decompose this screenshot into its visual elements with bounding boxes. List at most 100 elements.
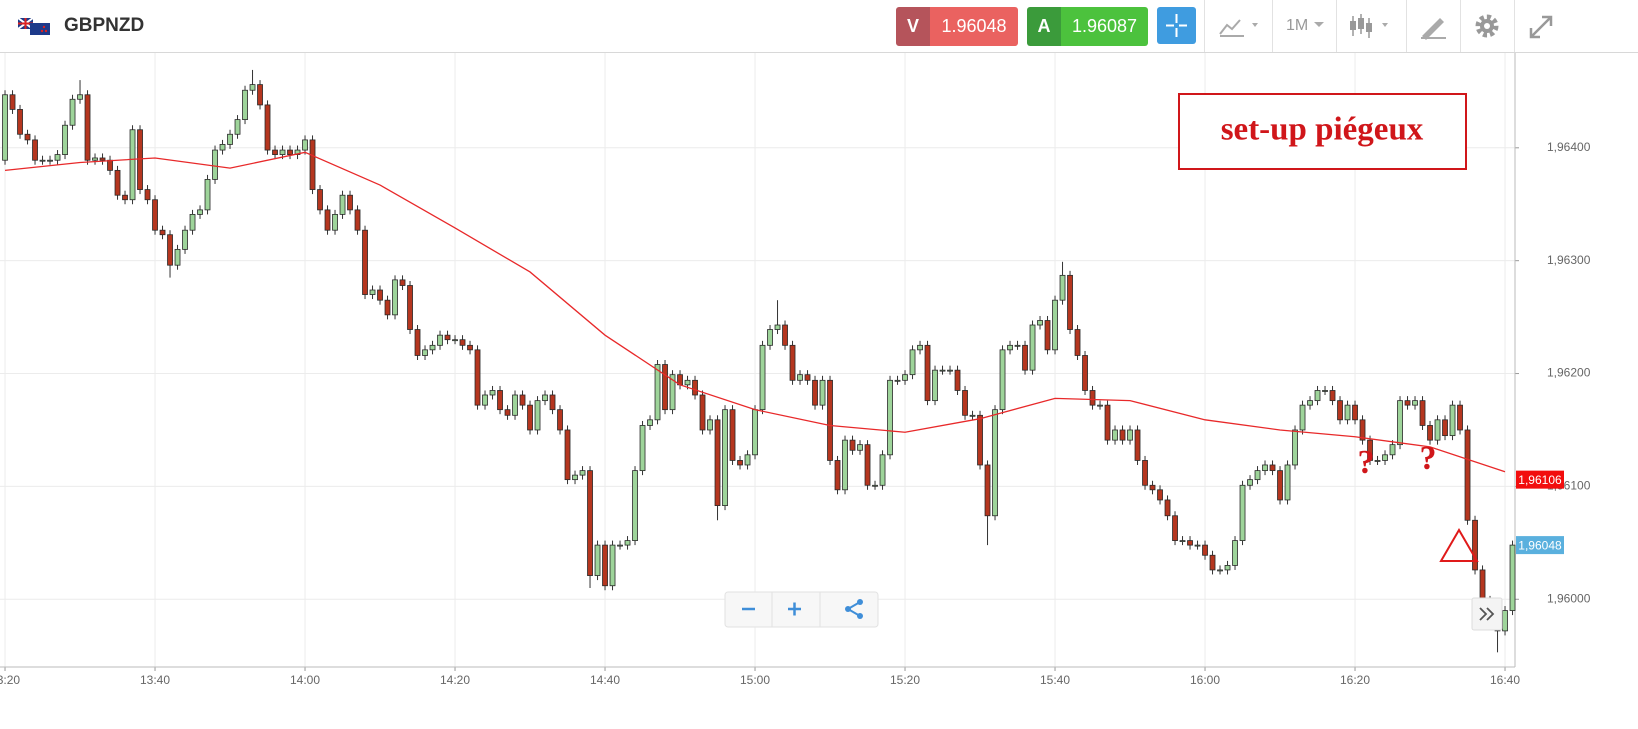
settings-button[interactable] bbox=[1474, 13, 1500, 39]
candle-body bbox=[77, 94, 83, 100]
candle-body bbox=[549, 394, 556, 411]
candle-body bbox=[1112, 429, 1118, 441]
candle-body bbox=[422, 349, 428, 356]
candle-body bbox=[302, 139, 308, 151]
candle-body bbox=[482, 394, 488, 406]
candle-body bbox=[767, 329, 773, 346]
chart-type-button[interactable] bbox=[1348, 12, 1396, 40]
draw-button[interactable] bbox=[1418, 12, 1448, 40]
candle-body bbox=[527, 404, 533, 431]
candle-body bbox=[9, 94, 16, 110]
candle-body bbox=[1442, 419, 1448, 437]
candle-body bbox=[249, 84, 256, 91]
candle-body bbox=[654, 364, 661, 421]
candle-body bbox=[624, 540, 631, 546]
question-mark: ? bbox=[1358, 444, 1375, 481]
candle-body bbox=[152, 199, 158, 231]
separator bbox=[1204, 0, 1205, 52]
candle-body bbox=[189, 214, 196, 231]
x-tick-label: 13:20 bbox=[0, 673, 20, 687]
share-dot bbox=[857, 613, 863, 619]
candle-body bbox=[69, 98, 76, 126]
candle-body bbox=[407, 285, 413, 330]
crosshair-button[interactable] bbox=[1157, 7, 1196, 44]
candle-body bbox=[332, 214, 338, 231]
dropdown-arrow bbox=[1314, 22, 1324, 27]
candle-body bbox=[1419, 400, 1426, 426]
sell-button[interactable]: V 1.96048 bbox=[896, 7, 1018, 46]
candle-body bbox=[737, 460, 743, 466]
candle-body bbox=[909, 349, 916, 376]
candle-body bbox=[879, 454, 886, 486]
candle-body bbox=[497, 390, 503, 411]
candle-body bbox=[669, 374, 676, 411]
candle-body bbox=[1367, 439, 1373, 461]
candle-body bbox=[932, 369, 938, 402]
candle-body bbox=[1427, 425, 1433, 441]
candle-body bbox=[242, 89, 248, 120]
zoom-in-button[interactable] bbox=[788, 602, 801, 616]
candle-body bbox=[519, 394, 526, 406]
candle-body bbox=[377, 289, 383, 301]
candle-body bbox=[1352, 404, 1358, 421]
candle-body bbox=[632, 470, 638, 541]
zoom-panel bbox=[724, 591, 879, 628]
y-tick-label: 1,96200 bbox=[1547, 366, 1591, 380]
candle-body bbox=[309, 139, 316, 190]
x-tick-label: 15:20 bbox=[890, 673, 920, 687]
candle-body bbox=[1179, 540, 1186, 542]
candle-body bbox=[1262, 464, 1268, 472]
x-tick-label: 14:40 bbox=[590, 673, 620, 687]
candle-body bbox=[744, 454, 751, 466]
candle-body bbox=[662, 364, 668, 411]
chevrons-icon bbox=[1479, 607, 1495, 621]
candle-body bbox=[594, 544, 601, 576]
candle-body bbox=[804, 374, 811, 381]
separator bbox=[1272, 0, 1273, 52]
share-button[interactable] bbox=[845, 599, 863, 619]
candle-body bbox=[1344, 404, 1351, 421]
candle-body bbox=[362, 229, 368, 295]
buy-button[interactable]: A 1.96087 bbox=[1027, 7, 1148, 46]
moving-average-line bbox=[4, 151, 1506, 473]
candle-body bbox=[1127, 429, 1133, 441]
x-tick-label: 13:40 bbox=[140, 673, 170, 687]
plus-icon bbox=[788, 602, 801, 616]
candle-body bbox=[639, 425, 646, 472]
candle-body bbox=[32, 139, 38, 161]
candle-body bbox=[587, 470, 593, 576]
candle-body bbox=[1022, 344, 1028, 371]
candle-body bbox=[1292, 429, 1298, 466]
scroll-end-button[interactable] bbox=[1471, 597, 1503, 631]
candle-body bbox=[92, 157, 98, 161]
candle-body bbox=[1172, 515, 1178, 541]
candle-body bbox=[542, 394, 548, 402]
candle-body bbox=[759, 344, 766, 411]
indicator-button[interactable] bbox=[1218, 14, 1264, 38]
toolbar: GBPNZD V 1.96048 A 1.96087 1M bbox=[0, 0, 1638, 53]
candle-body bbox=[1232, 540, 1238, 566]
timeframe[interactable]: 1M bbox=[1286, 17, 1309, 34]
share-dot bbox=[845, 606, 851, 612]
candle-body bbox=[992, 409, 998, 517]
candle-body bbox=[459, 339, 466, 346]
question-mark: ? bbox=[1420, 440, 1437, 477]
candle-body bbox=[24, 133, 31, 141]
y-tick-label: 1,96300 bbox=[1547, 253, 1591, 267]
candle-body bbox=[1007, 344, 1013, 351]
candle-body bbox=[1284, 464, 1291, 501]
candle-body bbox=[347, 194, 353, 211]
candle-body bbox=[1322, 390, 1328, 392]
candle-body bbox=[122, 194, 128, 201]
candle-body bbox=[1464, 429, 1471, 521]
candle-body bbox=[1509, 544, 1516, 611]
candle-body bbox=[699, 394, 706, 431]
candle-body bbox=[564, 429, 571, 481]
candle-body bbox=[722, 409, 728, 506]
candle-body bbox=[789, 344, 796, 381]
candle-body bbox=[579, 470, 586, 476]
candle-body bbox=[1412, 400, 1418, 406]
fullscreen-button[interactable] bbox=[1528, 14, 1554, 40]
x-tick-label: 14:00 bbox=[290, 673, 320, 687]
sell-label: V bbox=[896, 7, 930, 46]
